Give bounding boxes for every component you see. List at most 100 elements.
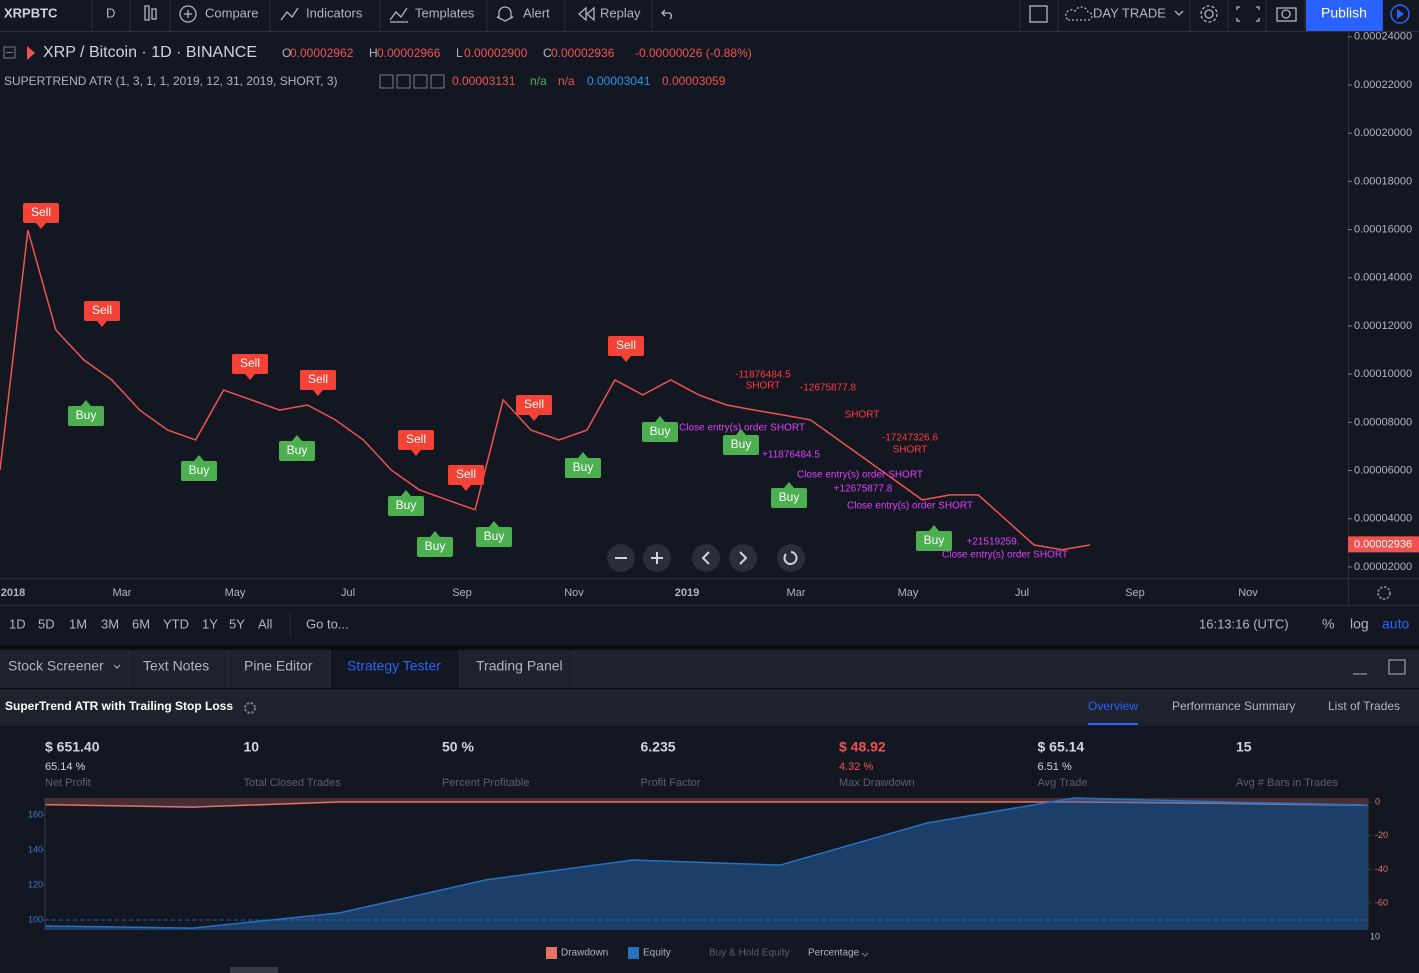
signal-label: Sell (240, 356, 260, 370)
maximize-icon[interactable] (1388, 659, 1406, 675)
signal-box (723, 435, 759, 455)
toolbar-layout[interactable]: DAY TRADE (1093, 5, 1166, 20)
toolbar-replay[interactable]: Replay (600, 5, 641, 20)
toolbar-separators (91, 0, 1306, 31)
area-line (44, 801, 1369, 808)
signal-label: Sell (406, 432, 426, 446)
strategy-tab[interactable]: List of Trades (1328, 699, 1400, 713)
range-button[interactable]: All (258, 616, 273, 631)
y2-tick-label: -60 (1375, 897, 1388, 907)
range-button[interactable]: 1D (9, 616, 26, 631)
active-tab[interactable] (331, 650, 459, 688)
zoom-controls (607, 544, 805, 572)
panel-tab[interactable]: Trading Panel (476, 658, 563, 674)
log-toggle[interactable]: log (1350, 616, 1369, 632)
signal-label: Buy (650, 424, 671, 438)
metric-sub: 65.14 % (45, 761, 86, 773)
signal-box (476, 527, 512, 547)
reset[interactable] (777, 544, 805, 572)
signal-pointer (529, 415, 539, 421)
toolbar-interval[interactable]: D (106, 5, 115, 20)
strategy-header (0, 688, 1419, 726)
signal-pointer (81, 400, 91, 406)
signal-box (23, 203, 59, 223)
dropdown-caret[interactable] (861, 952, 869, 957)
signal-box (232, 354, 268, 374)
toolbar-symbol[interactable]: XRPBTC (4, 5, 58, 20)
area-fill (45, 798, 1368, 930)
strategy-tab[interactable]: Performance Summary (1172, 699, 1295, 713)
trade-annotation: -17247326.6 (882, 433, 939, 444)
panel-tab[interactable]: Pine Editor (244, 658, 313, 674)
range-button[interactable]: YTD (163, 616, 189, 631)
signal-label: Buy (76, 408, 97, 422)
signal-box (916, 531, 952, 551)
metric-label: Profit Factor (641, 777, 701, 789)
signal-pointer (36, 223, 46, 229)
range-button[interactable]: 3M (101, 616, 119, 631)
metric-value: 50 % (442, 739, 474, 755)
metric-label: Percent Profitable (442, 777, 529, 789)
metric-value: $ 48.92 (839, 739, 886, 755)
panel-tab[interactable]: Text Notes (143, 658, 209, 674)
legend-swatch (628, 947, 639, 959)
signal-pointer (430, 531, 440, 537)
trade-annotation: Close entry(s) order SHORT (847, 501, 973, 512)
clock: 16:13:16 (UTC) (1199, 616, 1289, 631)
play-button[interactable] (1390, 4, 1410, 24)
panel-tabs-bar (0, 650, 1419, 688)
legend-label[interactable]: Equity (643, 948, 671, 959)
legend-label[interactable]: Buy & Hold Equity (709, 948, 790, 959)
signal-label: Sell (31, 205, 51, 219)
legend-label[interactable]: Percentage (808, 948, 860, 959)
metric-label: Total Closed Trades (244, 777, 342, 789)
ohlc-value: 0.00002966 (377, 46, 441, 60)
publish-button[interactable] (1306, 0, 1382, 31)
collapse-icon[interactable] (3, 46, 16, 59)
range-button[interactable]: 5D (38, 616, 55, 631)
range-button[interactable]: 1M (69, 616, 87, 631)
signal-box (608, 336, 644, 356)
strategy-tab[interactable]: Overview (1088, 699, 1138, 713)
panel-tab[interactable]: Stock Screener (8, 658, 104, 674)
symbol-title: XRP / Bitcoin · 1D · BINANCE (43, 44, 257, 61)
metric-label: Max Drawdown (839, 777, 915, 789)
strategy-settings[interactable] (244, 702, 256, 714)
publish-label[interactable]: Publish (1321, 5, 1367, 21)
toolbar-alert[interactable]: Alert (523, 5, 550, 20)
signal-label: Buy (189, 463, 210, 477)
area-fill (45, 798, 1368, 808)
signal-box (565, 458, 601, 478)
toolbar-compare[interactable]: Compare (205, 5, 258, 20)
auto-toggle[interactable]: auto (1382, 616, 1409, 632)
scroll-right[interactable] (729, 544, 757, 572)
y-tick-label: 0.00004000 (1354, 513, 1412, 525)
legend-label[interactable]: Drawdown (561, 948, 608, 959)
indicator-icons[interactable] (379, 74, 445, 89)
signal-pointer (245, 374, 255, 380)
range-button[interactable]: 6M (132, 616, 150, 631)
panel-divider (0, 645, 1419, 650)
panel-tab[interactable]: Strategy Tester (347, 658, 441, 674)
metric-sub: 6.51 % (1038, 761, 1072, 773)
trade-annotation: +11876484.5 (762, 450, 820, 461)
toolbar-templates[interactable]: Templates (415, 5, 475, 20)
toolbar-indicators[interactable]: Indicators (306, 5, 363, 20)
signal-box (417, 537, 453, 557)
settings-icon[interactable] (1377, 586, 1391, 600)
toolbar-icons (144, 5, 1297, 23)
range-button[interactable]: 1Y (202, 616, 218, 631)
scroll-left[interactable] (692, 544, 720, 572)
x-tick-label: 2018 (1, 587, 25, 599)
signal-label: Sell (524, 397, 544, 411)
percent-toggle[interactable]: % (1322, 616, 1334, 632)
toolbar (0, 0, 1419, 31)
signal-pointer (401, 490, 411, 496)
signal-pointer (578, 452, 588, 458)
goto-button[interactable]: Go to... (306, 616, 349, 631)
range-button[interactable]: 5Y (229, 616, 245, 631)
ohlc-label: C (543, 46, 552, 60)
ohlc-value: 0.00002900 (464, 46, 528, 60)
